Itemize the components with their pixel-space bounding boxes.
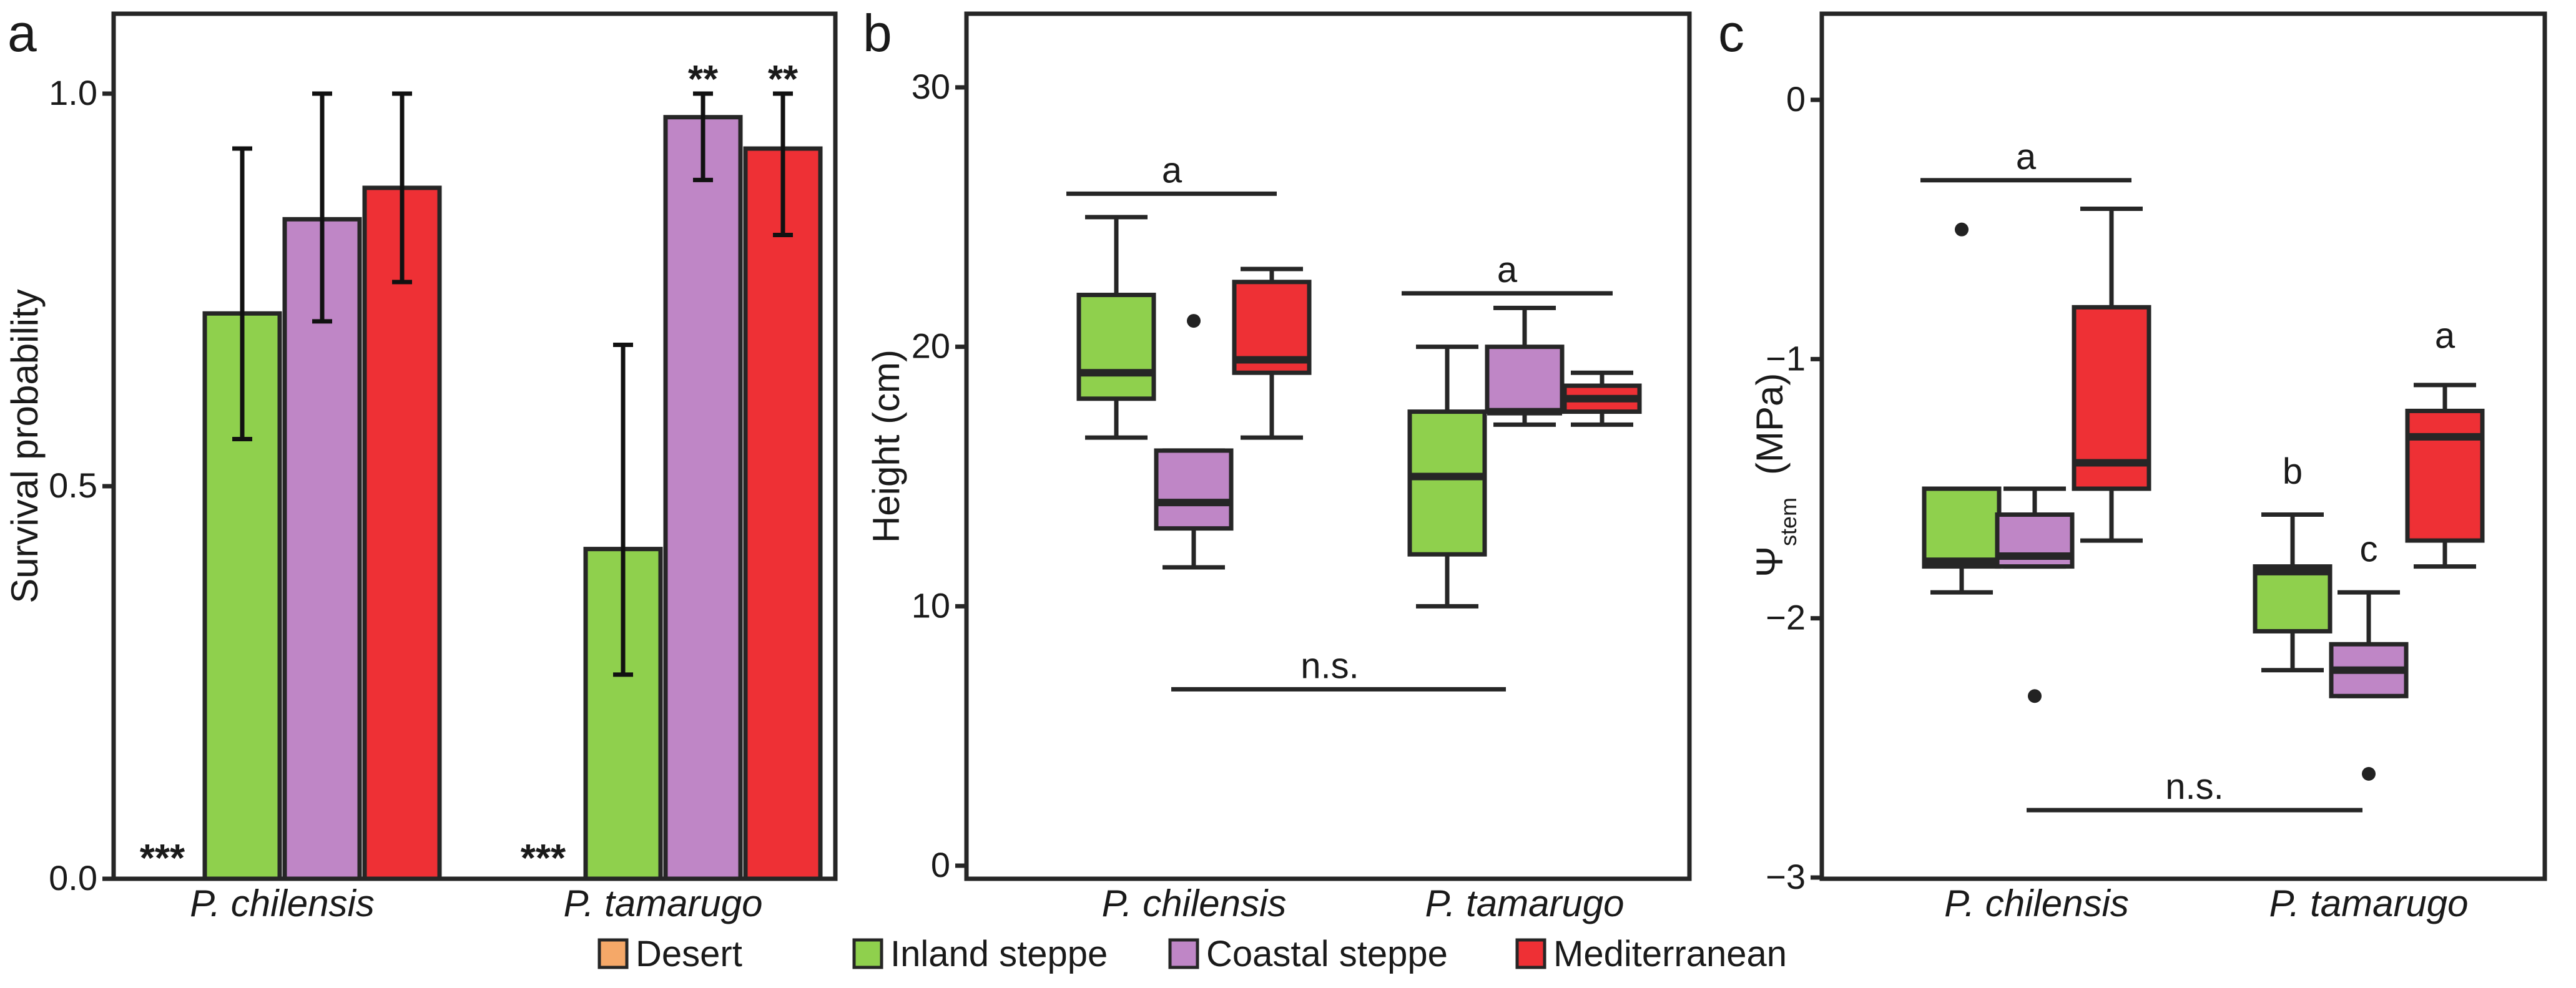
panel-letter-a: a — [7, 4, 37, 62]
group-letter: c — [2360, 529, 2378, 570]
bar — [362, 185, 442, 881]
y-tick-label-c: −2 — [1766, 598, 1806, 637]
plot-frame-a — [111, 11, 838, 881]
box — [1485, 345, 1565, 414]
significance-label: ** — [688, 58, 719, 101]
x-category-label-a: P. tamarugo — [563, 883, 762, 924]
group-letter: b — [2283, 451, 2303, 492]
legend-label: Inland steppe — [890, 934, 1108, 974]
bar — [743, 146, 823, 881]
box — [2253, 564, 2333, 633]
y-tick-label-a: 0.0 — [49, 858, 97, 898]
box — [2072, 305, 2151, 491]
bar — [663, 115, 743, 881]
y-axis-label-a: Survival probability — [4, 289, 46, 604]
group-letter: a — [1497, 250, 1518, 290]
group-letter: a — [2016, 137, 2037, 177]
box — [2405, 408, 2485, 543]
panel-b-height-boxplot: 0 10 20 30 Height (cm) P. chilensis P. tamarug… — [865, 11, 1692, 924]
legend-label: Coastal steppe — [1206, 934, 1448, 974]
legend-swatch — [597, 938, 629, 969]
legend-swatch — [1515, 938, 1546, 969]
box — [1154, 448, 1234, 531]
significance-label: *** — [521, 837, 566, 880]
outlier-point — [2028, 689, 2042, 703]
legend-swatch — [852, 938, 883, 969]
y-tick-label-a: 0.5 — [49, 466, 97, 505]
y-tick-label-b: 20 — [912, 326, 950, 366]
y-tick-label-b: 0 — [931, 845, 950, 884]
y-tick-label-a: 1.0 — [49, 73, 97, 112]
plot-frame — [1819, 11, 2547, 881]
group-letter: a — [1162, 150, 1182, 190]
x-category-label: P. tamarugo — [1425, 883, 1624, 924]
box — [1922, 486, 2002, 569]
y-axis-label-subscript: stem — [1776, 497, 1801, 546]
y-axis-label-unit: (MPa) — [1749, 373, 1791, 475]
ns-label: n.s. — [2165, 766, 2224, 807]
ns-label: n.s. — [1300, 645, 1359, 686]
legend-item: Mediterranean — [1515, 934, 1787, 974]
legend-swatch — [1168, 938, 1199, 969]
x-category-label: P. chilensis — [1102, 883, 1287, 924]
y-axis-label-b: Height (cm) — [865, 350, 907, 543]
x-category-label: P. tamarugo — [2269, 883, 2468, 924]
y-tick-label-b: 30 — [912, 67, 950, 106]
panel-letter-c: c — [1718, 4, 1744, 62]
legend-item: Desert — [597, 934, 742, 974]
y-axis-label-symbol: Ψ — [1749, 546, 1791, 577]
legend-label: Mediterranean — [1553, 934, 1787, 974]
legend-item: Coastal steppe — [1168, 934, 1448, 974]
y-tick-label-c: 0 — [1786, 79, 1806, 119]
box — [1407, 409, 1487, 557]
y-tick-label-b: 10 — [912, 585, 950, 625]
outlier-point — [1187, 314, 1201, 328]
significance-label: *** — [140, 837, 185, 880]
outlier-point — [2362, 766, 2376, 781]
x-category-label-a: P. chilensis — [190, 883, 375, 924]
box — [1076, 293, 1156, 401]
group-letter: a — [2435, 315, 2456, 356]
y-tick-label-c: −3 — [1766, 857, 1806, 896]
panel-letter-b: b — [863, 4, 892, 62]
legend-label: Desert — [636, 934, 742, 974]
legend-item: Inland steppe — [852, 934, 1108, 974]
legend: Desert Inland steppe Coastal steppe Mediter… — [597, 934, 1787, 974]
outlier-point — [1955, 222, 1969, 237]
plot-frame — [964, 11, 1692, 881]
significance-label: ** — [768, 58, 799, 101]
x-category-label: P. chilensis — [1944, 883, 2129, 924]
y-tick-label-c: −1 — [1766, 338, 1806, 378]
